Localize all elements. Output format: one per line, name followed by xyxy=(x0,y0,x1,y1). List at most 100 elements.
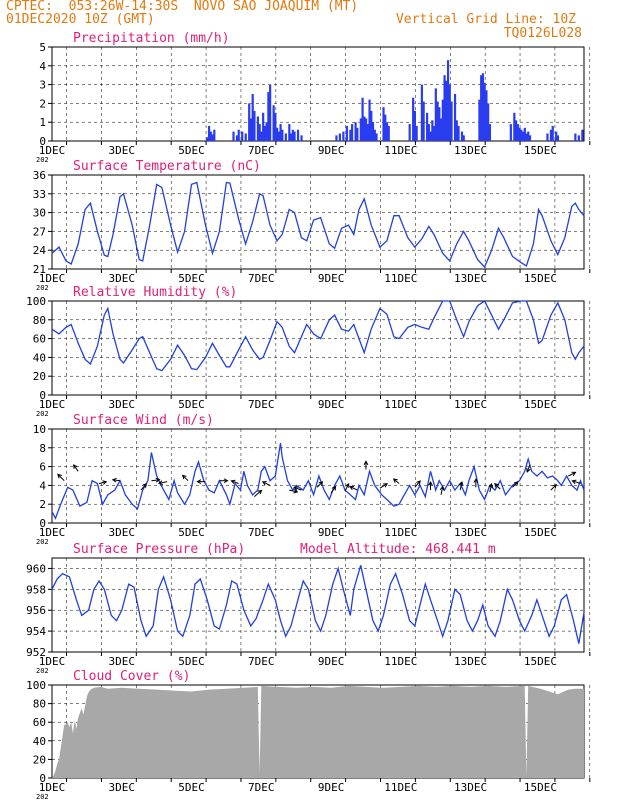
pressure-ytick-label: 952 xyxy=(26,646,46,659)
wind-ytick-label: 6 xyxy=(39,461,46,474)
cloud-cover-xtick-label: 1DEC xyxy=(39,781,66,794)
precipitation-bar xyxy=(513,112,516,141)
header-model-id: TQ0126L028 xyxy=(503,26,582,41)
wind-arrow-shaft xyxy=(231,480,239,484)
precipitation-bar xyxy=(258,124,261,141)
precipitation-bar xyxy=(382,107,385,141)
wind-xtick-label: 1DEC xyxy=(39,526,66,539)
precipitation-bar xyxy=(338,133,342,141)
wind-ytick-label: 8 xyxy=(39,442,46,455)
precipitation-bar xyxy=(385,122,389,141)
precipitation-bar xyxy=(446,60,450,141)
precipitation-bar xyxy=(371,122,375,141)
cloud-cover-xtick-label: 9DEC xyxy=(318,781,345,794)
humidity-ytick-label: 100 xyxy=(26,295,46,308)
cloud-cover-ytick-label: 20 xyxy=(33,753,46,766)
precipitation-bar xyxy=(516,124,519,141)
pressure-title: Surface Pressure (hPa) xyxy=(73,542,245,557)
humidity-year-stub: 202 xyxy=(36,410,49,418)
cloud-cover-ytick-label: 40 xyxy=(33,735,46,748)
pressure-year-stub: 202 xyxy=(36,667,49,675)
wind-arrow-head xyxy=(458,480,464,486)
precipitation-bar xyxy=(335,135,338,141)
header-grid-note: Vertical Grid Line: 10Z xyxy=(395,12,576,27)
wind-arrow-shaft xyxy=(572,480,581,484)
precipitation-bar xyxy=(546,133,549,141)
precipitation-bar xyxy=(349,129,352,141)
wind-ytick-label: 0 xyxy=(39,517,46,530)
temperature-xtick-label: 1DEC xyxy=(39,272,66,285)
temperature-title: Surface Temperature (nC) xyxy=(73,159,261,174)
precipitation-bar xyxy=(509,124,512,141)
cloud-cover-xtick-label: 15DEC xyxy=(524,781,557,794)
temperature-ytick-label: 33 xyxy=(33,188,46,201)
precipitation-bar xyxy=(269,84,272,141)
cloud-cover-xtick-label: 5DEC xyxy=(178,781,205,794)
temperature-ytick-label: 36 xyxy=(33,169,46,182)
wind-arrow-head xyxy=(196,479,202,484)
precipitation-bar xyxy=(209,131,212,141)
temperature-ytick-label: 21 xyxy=(33,263,46,276)
precipitation-year-stub: 202 xyxy=(36,156,49,164)
pressure-xtick-label: 15DEC xyxy=(524,655,557,668)
wind-arrow-shaft xyxy=(494,483,501,490)
pressure-xtick-label: 13DEC xyxy=(454,655,487,668)
precipitation-bar xyxy=(260,131,263,141)
wind-xtick-label: 5DEC xyxy=(178,526,205,539)
precipitation-xtick-label: 9DEC xyxy=(318,144,345,157)
humidity-ytick-label: 0 xyxy=(39,389,46,402)
wind-arrow-head xyxy=(223,478,229,484)
wind-arrow-shaft xyxy=(73,464,79,472)
pressure-xtick-label: 5DEC xyxy=(178,655,205,668)
wind-arrow-head xyxy=(293,488,299,494)
precipitation-bar xyxy=(453,94,457,141)
cloud-cover-xtick-label: 13DEC xyxy=(454,781,487,794)
wind-arrow-head xyxy=(571,479,577,485)
precipitation-bar xyxy=(279,124,282,141)
wind-arrow-shaft xyxy=(289,489,298,493)
precipitation-bar xyxy=(289,133,293,141)
cloud-cover-ytick-label: 100 xyxy=(26,679,46,692)
temperature-ytick-label: 30 xyxy=(33,207,46,220)
precipitation-bar xyxy=(420,84,423,141)
cloud-cover-year-stub: 202 xyxy=(36,793,49,800)
wind-arrow-shaft xyxy=(98,481,107,485)
wind-year-stub: 202 xyxy=(36,538,49,546)
precipitation-panel: 1DEC 3DEC 5DEC 7DEC 9DEC 11DEC 13DEC 15DEC 202 0 1… xyxy=(36,31,591,164)
precipitation-bar xyxy=(431,120,434,141)
wind-arrow-head xyxy=(181,474,187,480)
precipitation-bar xyxy=(232,131,235,141)
precipitation-bar xyxy=(211,134,214,141)
precipitation-bar xyxy=(521,131,525,141)
humidity-xtick-label: 3DEC xyxy=(109,398,136,411)
pressure-xtick-label: 11DEC xyxy=(384,655,417,668)
wind-arrow-head xyxy=(416,480,421,485)
precipitation-bar xyxy=(581,129,584,141)
wind-arrow-shaft xyxy=(526,464,531,473)
wind-title: Surface Wind (m/s) xyxy=(73,413,214,428)
precipitation-bar xyxy=(241,131,244,141)
cloud-cover-ytick-label: 0 xyxy=(39,772,46,785)
precipitation-bar xyxy=(363,116,366,141)
precipitation-bar xyxy=(375,133,378,141)
humidity-xtick-label: 11DEC xyxy=(384,398,417,411)
precipitation-bar xyxy=(207,125,211,141)
humidity-xtick-label: 13DEC xyxy=(454,398,487,411)
wind-arrow-head xyxy=(473,478,479,483)
precipitation-bar xyxy=(422,101,425,141)
precipitation-bar xyxy=(368,99,371,141)
pressure-xtick-label: 9DEC xyxy=(318,655,345,668)
precipitation-bar xyxy=(235,135,239,141)
precipitation-bar xyxy=(443,75,446,141)
humidity-xtick-label: 9DEC xyxy=(318,398,345,411)
humidity-ytick-label: 60 xyxy=(33,333,46,346)
precipitation-ytick-label: 2 xyxy=(39,97,46,110)
wind-xtick-label: 9DEC xyxy=(318,526,345,539)
humidity-xtick-label: 7DEC xyxy=(248,398,275,411)
precipitation-bar xyxy=(237,129,240,141)
pressure-ytick-label: 958 xyxy=(26,583,46,596)
wind-arrow-shaft xyxy=(182,474,189,482)
precipitation-bar xyxy=(527,131,530,141)
precipitation-bar xyxy=(284,133,287,141)
pressure-panel: 1DEC 3DEC 5DEC 7DEC 9DEC 11DEC 13DEC 15DEC 202 95… xyxy=(26,542,591,675)
